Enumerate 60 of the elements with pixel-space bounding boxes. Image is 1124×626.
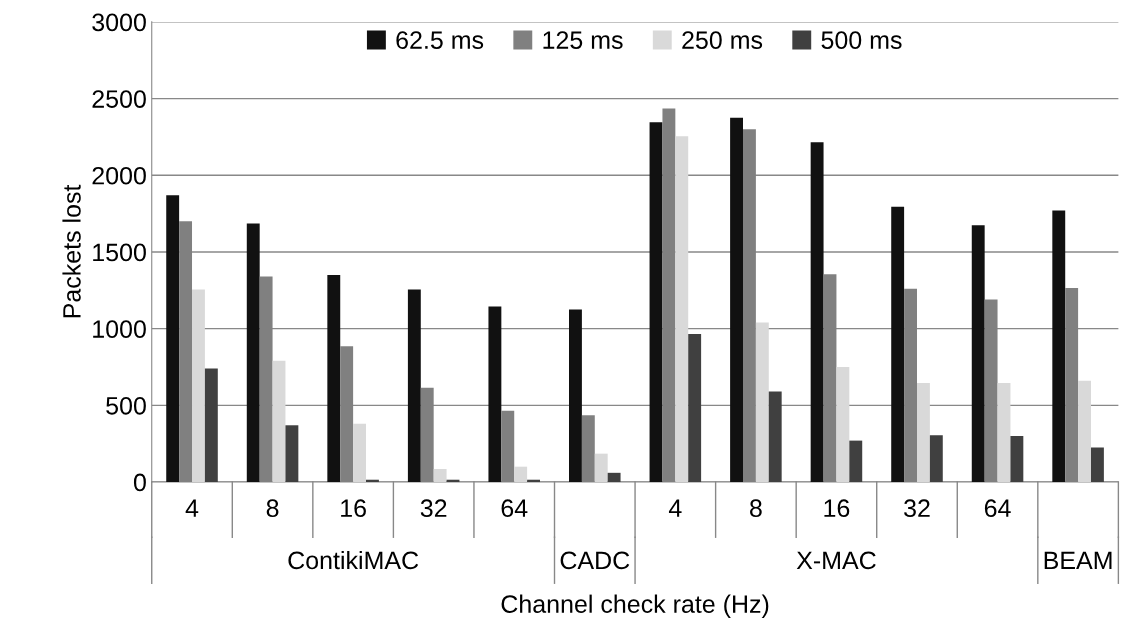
y-tick-label: 2000 bbox=[92, 166, 146, 185]
bar bbox=[488, 306, 502, 483]
bar bbox=[327, 274, 341, 483]
bar bbox=[997, 383, 1011, 483]
text: BEAM bbox=[1044, 551, 1112, 569]
x-tick-label: 32 bbox=[420, 499, 447, 518]
legend-label: 62.5 ms bbox=[396, 31, 484, 49]
bar bbox=[272, 360, 286, 483]
bar bbox=[353, 423, 367, 483]
x-tick-label: 64 bbox=[501, 499, 528, 518]
y-tick-label: 3000 bbox=[92, 13, 146, 32]
y-tick-label: 1000 bbox=[93, 320, 146, 338]
x-tick-label: 8 bbox=[266, 499, 279, 518]
x-tick-label: 4 bbox=[185, 499, 199, 517]
x-tick-label: 4 bbox=[668, 499, 682, 517]
y-tick-label: 500 bbox=[106, 396, 146, 415]
bar bbox=[246, 223, 260, 483]
x-tick-label: 8 bbox=[750, 499, 762, 518]
y-axis-title: Packets lost bbox=[62, 184, 81, 318]
y-tick-label: 1500 bbox=[93, 243, 146, 262]
bar bbox=[810, 142, 824, 483]
bar bbox=[166, 195, 180, 483]
x-tick-label: 32 bbox=[904, 499, 930, 518]
bar bbox=[730, 117, 743, 483]
x-tick-label: 64 bbox=[984, 499, 1011, 518]
legend-label: 250 ms bbox=[682, 31, 763, 49]
bar bbox=[891, 206, 905, 483]
x-tick-label: 16 bbox=[341, 499, 366, 518]
bar bbox=[607, 472, 621, 483]
bar bbox=[917, 383, 930, 483]
bar bbox=[285, 425, 299, 483]
bar bbox=[836, 366, 850, 483]
bar bbox=[675, 136, 689, 483]
bar bbox=[971, 225, 985, 483]
x-axis-title: Channel check rate (Hz) bbox=[501, 594, 769, 618]
bar bbox=[204, 368, 218, 483]
y-tick-label: 2500 bbox=[92, 90, 146, 108]
text: ContikiMAC bbox=[288, 550, 419, 570]
x-tick-label: 16 bbox=[824, 499, 850, 518]
legend-label: 125 ms bbox=[543, 31, 623, 49]
bar bbox=[649, 122, 663, 483]
bar bbox=[1078, 380, 1091, 483]
bar bbox=[594, 453, 608, 483]
bar bbox=[1090, 447, 1104, 483]
bar bbox=[514, 466, 528, 483]
bar bbox=[1010, 436, 1024, 483]
bar bbox=[433, 468, 447, 483]
text: CADC bbox=[560, 551, 630, 570]
bar bbox=[755, 322, 769, 483]
bar bbox=[569, 309, 582, 483]
y-tick-label: 0 bbox=[133, 473, 146, 492]
text: X-MAC bbox=[796, 551, 876, 570]
legend-label: 500 ms bbox=[821, 31, 902, 49]
bar bbox=[688, 334, 702, 483]
bar bbox=[929, 435, 943, 483]
bar bbox=[407, 289, 421, 483]
bar bbox=[768, 391, 782, 483]
bar bbox=[192, 289, 205, 483]
bar bbox=[1052, 210, 1066, 483]
bar bbox=[849, 440, 863, 483]
